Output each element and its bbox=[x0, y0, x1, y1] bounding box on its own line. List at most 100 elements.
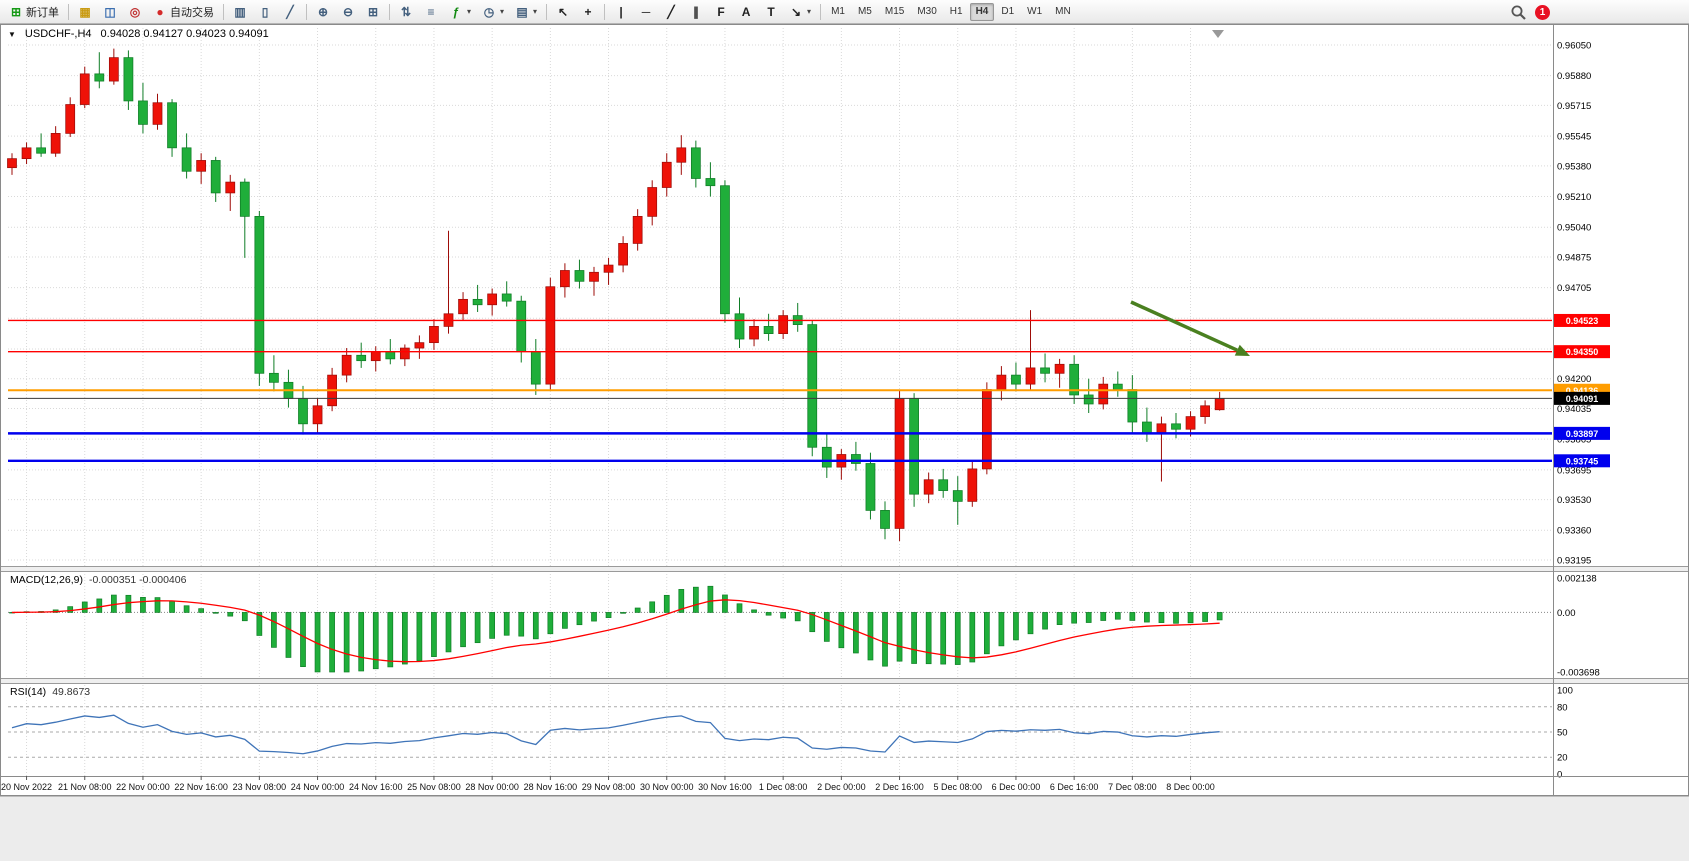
timeframe-w1[interactable]: W1 bbox=[1021, 3, 1048, 21]
toolbar-crosshair-tool-button[interactable]: + bbox=[576, 2, 600, 22]
macd-histogram-bar bbox=[431, 612, 437, 657]
candle-body bbox=[749, 326, 759, 340]
trendline-tool-icon: ╱ bbox=[667, 4, 675, 19]
macd-histogram-bar bbox=[1144, 612, 1150, 623]
rsi-value: 49.8673 bbox=[52, 686, 91, 698]
candle-body bbox=[821, 446, 832, 468]
macd-histogram-bar bbox=[198, 608, 204, 613]
toolbar-text-tool-button[interactable]: A bbox=[734, 2, 758, 22]
chart-canvas[interactable]: 0.96050 0.95880 0.95715 0.95545 0.95380 0.952… bbox=[0, 24, 1689, 796]
hline-price-tag bbox=[1554, 345, 1610, 359]
timeframe-mn[interactable]: MN bbox=[1049, 3, 1077, 21]
hline-price-tag bbox=[1554, 313, 1610, 327]
toolbar: ⊞ 新订单 ▦ ◫ ◎ ● 自动交易 ▥ ▯ ╱ ⊕ ⊖ ⊞ ⇅ ≡ ƒ ▾ ◷ ▾ ▤ ▾ ↖ + | ─ ╱ ∥ F A T ↘ ▾ M1 M… bbox=[0, 0, 1689, 24]
candle-body bbox=[574, 270, 585, 282]
toolbar-trendline-tool-button[interactable]: ╱ bbox=[659, 2, 683, 22]
macd-histogram-bar bbox=[1216, 612, 1223, 621]
search-icon[interactable] bbox=[1510, 4, 1527, 21]
candle-body bbox=[94, 73, 105, 82]
candle-body bbox=[1025, 367, 1036, 385]
panel-splitter[interactable] bbox=[0, 678, 1689, 684]
rsi-axis-label: 0 bbox=[1557, 770, 1562, 781]
toolbar-vertical-line-tool-button[interactable]: | bbox=[609, 2, 633, 22]
time-axis-label: 22 Nov 16:00 bbox=[174, 782, 228, 792]
chart-shift-marker[interactable] bbox=[1212, 30, 1224, 38]
candle-body bbox=[1171, 423, 1181, 430]
caret-icon: ▾ bbox=[500, 7, 505, 16]
candle-body bbox=[923, 479, 934, 495]
toolbar-arrows-tool-button[interactable]: ↘ ▾ bbox=[784, 2, 816, 22]
toolbar-windows-list-button[interactable]: ≡ bbox=[419, 2, 443, 22]
toolbar-templates-button[interactable]: ▤ ▾ bbox=[510, 2, 542, 22]
hline-price-tag-text: 0.94136 bbox=[1566, 386, 1599, 396]
timeframe-m1[interactable]: M1 bbox=[825, 3, 851, 21]
macd-histogram-bar bbox=[940, 612, 947, 665]
macd-axis-label: -0.003698 bbox=[1557, 668, 1600, 679]
timeframe-h1[interactable]: H1 bbox=[944, 3, 969, 21]
candle-body bbox=[1098, 383, 1109, 405]
new-order-label: 新订单 bbox=[26, 6, 59, 19]
price-axis-label: 0.95545 bbox=[1557, 132, 1591, 143]
macd-histogram-bar bbox=[722, 594, 728, 613]
auto-trading-icon: ● bbox=[156, 4, 164, 19]
toolbar-periods-menu-button[interactable]: ◷ ▾ bbox=[477, 2, 509, 22]
toolbar-zoom-in-button[interactable]: ⊕ bbox=[311, 2, 335, 22]
candle-body bbox=[123, 57, 134, 102]
macd-histogram-bar bbox=[983, 612, 990, 655]
toolbar-indicators-button[interactable]: ƒ ▾ bbox=[444, 2, 476, 22]
price-axis-label: 0.93865 bbox=[1557, 435, 1591, 446]
timeframe-m15[interactable]: M15 bbox=[879, 3, 910, 21]
toolbar-tile-windows-button[interactable]: ⊞ bbox=[361, 2, 385, 22]
panel-splitter[interactable] bbox=[0, 566, 1689, 572]
time-axis-label: 6 Dec 16:00 bbox=[1050, 782, 1099, 792]
candle-body bbox=[269, 372, 279, 383]
rsi-axis-label: 80 bbox=[1557, 702, 1568, 713]
candle-body bbox=[167, 102, 177, 149]
toolbar-channel-tool-button[interactable]: ∥ bbox=[684, 2, 708, 22]
toolbar-horizontal-line-tool-button[interactable]: ─ bbox=[634, 2, 658, 22]
toolbar-charts-window-button[interactable]: ▦ bbox=[73, 2, 97, 22]
timeframe-d1[interactable]: D1 bbox=[995, 3, 1020, 21]
hline-price-tag-text: 0.93745 bbox=[1566, 456, 1599, 466]
price-axis-label: 0.95210 bbox=[1557, 192, 1591, 203]
candle-body bbox=[1214, 398, 1225, 411]
trend-arrow-object[interactable] bbox=[1130, 300, 1238, 352]
candle-body bbox=[239, 181, 250, 217]
rsi-axis-label: 20 bbox=[1557, 753, 1568, 764]
macd-histogram-bar bbox=[1187, 612, 1194, 624]
candle-body bbox=[720, 185, 730, 315]
time-axis-label: 30 Nov 00:00 bbox=[640, 782, 694, 792]
toolbar-candlestick-mode-button[interactable]: ▯ bbox=[253, 2, 277, 22]
timeframe-h4[interactable]: H4 bbox=[969, 2, 995, 21]
candle-body bbox=[647, 187, 658, 217]
notification-badge[interactable]: 1 bbox=[1535, 4, 1550, 20]
toolbar-bar-chart-mode-button[interactable]: ▥ bbox=[228, 2, 252, 22]
candle-body bbox=[952, 490, 963, 502]
chart-title: ▼ USDCHF-,H4 0.94028 0.94127 0.94023 0.9… bbox=[8, 28, 269, 40]
macd-histogram-bar bbox=[911, 612, 917, 664]
toolbar-new-order-button[interactable]: ⊞ 新订单 bbox=[4, 2, 64, 22]
channel-tool-icon: ∥ bbox=[693, 4, 700, 19]
macd-histogram-bar bbox=[518, 612, 525, 637]
toolbar-auto-trading-button[interactable]: ● 自动交易 bbox=[148, 2, 219, 22]
toolbar-separator bbox=[546, 3, 548, 20]
macd-histogram-bar bbox=[765, 612, 772, 616]
toolbar-cursor-tool-button[interactable]: ↖ bbox=[551, 2, 575, 22]
candle-body bbox=[1069, 363, 1080, 396]
toolbar-label-tool-button[interactable]: T bbox=[759, 2, 783, 22]
toolbar-line-chart-mode-button[interactable]: ╱ bbox=[278, 2, 302, 22]
timeframe-m30[interactable]: M30 bbox=[911, 3, 942, 21]
toolbar-signals-button[interactable]: ◎ bbox=[123, 2, 147, 22]
toolbar-zoom-out-button[interactable]: ⊖ bbox=[336, 2, 360, 22]
toolbar-data-window-button[interactable]: ◫ bbox=[98, 2, 122, 22]
bottom-strip bbox=[0, 796, 1689, 861]
arrows-tool-icon: ↘ bbox=[791, 4, 802, 19]
timeframe-m5[interactable]: M5 bbox=[852, 3, 878, 21]
candle-body bbox=[676, 147, 687, 163]
candle-body bbox=[880, 510, 890, 529]
toolbar-objects-list-button[interactable]: ⇅ bbox=[394, 2, 418, 22]
one-click-expander-icon[interactable]: ▼ bbox=[8, 29, 16, 39]
toolbar-fibonacci-tool-button[interactable]: F bbox=[709, 2, 733, 22]
time-axis-label: 22 Nov 00:00 bbox=[116, 782, 170, 792]
macd-histogram-bar bbox=[387, 612, 394, 668]
